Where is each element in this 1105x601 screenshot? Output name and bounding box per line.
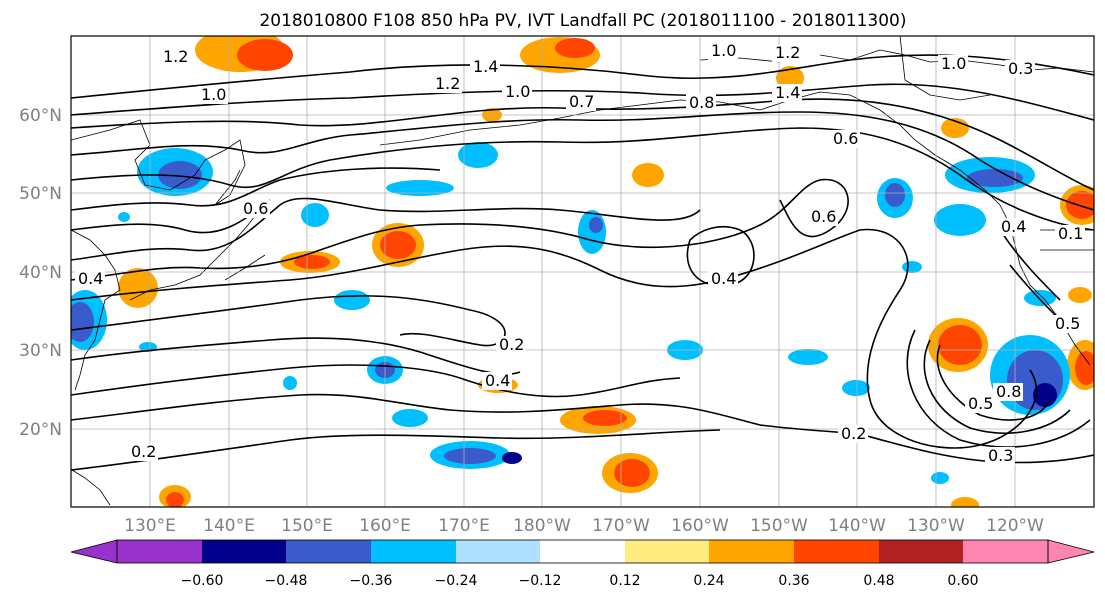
lat-label: 50°N [19,184,62,204]
colorbar-tick: 0.60 [947,573,978,589]
lon-label: 130°E [124,516,176,536]
colorbar-tick: 0.24 [693,573,724,589]
contour-label: 1.2 [775,43,800,62]
colorbar-max-extend [1047,539,1095,564]
contour-label: 1.0 [201,85,226,104]
contour-label: 0.2 [499,335,524,354]
contour-label: 1.2 [163,47,188,66]
colorbar-swatch [202,540,286,563]
contour-label: 1.0 [941,54,966,73]
lat-label: 40°N [19,263,62,283]
colorbar-swatch [286,540,371,563]
colorbar-tick: −0.48 [265,573,308,589]
lon-label: 160°E [359,516,411,536]
colorbar-tick: −0.24 [435,573,478,589]
contour-label: 1.2 [435,74,460,93]
contour-label: 0.8 [689,93,714,112]
lon-label: 150°W [750,516,808,536]
longitude-labels: 130°E 140°E 150°E 160°E 170°E 180°W 170°… [124,516,1044,536]
ivt-contours [71,54,1094,471]
lat-label: 60°N [19,106,62,126]
contour-label: 0.5 [1055,314,1080,333]
contour-label: 1.4 [473,57,498,76]
lon-label: 140°W [828,516,886,536]
colorbar-swatch [371,540,456,563]
lon-label: 160°W [671,516,729,536]
contour-label: 0.4 [78,269,103,288]
colorbar-swatch [879,540,963,563]
contour-label: 0.4 [1001,217,1026,236]
colorbar-tick: 0.12 [609,573,640,589]
contour-label: 0.5 [968,394,993,413]
colorbar-frame [116,539,1049,564]
contour-label: 1.0 [711,41,736,60]
contour-labels: 1.2 1.0 1.4 1.2 1.0 0.7 0.8 1.0 1.2 1.4 … [75,41,1085,465]
lon-label: 150°E [281,516,333,536]
contour-label: 0.3 [988,446,1013,465]
colorbar-min-extend [70,539,118,564]
colorbar-tick: −0.12 [519,573,562,589]
contour-label: 0.1 [1058,224,1083,243]
lon-label: 170°W [592,516,650,536]
contour-label: 0.3 [1008,59,1033,78]
map-panel: 1.2 1.0 1.4 1.2 1.0 0.7 0.8 1.0 1.2 1.4 … [71,36,1094,507]
lon-label: 170°E [438,516,490,536]
colorbar-swatch [709,540,794,563]
contour-label: 0.2 [131,442,156,461]
contour-label: 0.6 [811,207,836,226]
map-title: 2018010800 F108 850 hPa PV, IVT Landfall… [259,11,906,31]
colorbar-tick-labels: −0.60 −0.48 −0.36 −0.24 −0.12 0.12 0.24 … [181,573,979,589]
colorbar-swatch [117,540,202,563]
contour-label: 1.4 [775,83,800,102]
map-frame [70,35,1095,508]
colorbar-tick: −0.36 [350,573,393,589]
colorbar-tick: 0.36 [778,573,809,589]
colorbar-swatch [540,540,625,563]
colorbar-swatch [625,540,709,563]
colorbar-tick: −0.60 [181,573,224,589]
lat-label: 30°N [19,341,62,361]
contour-label: 0.7 [569,92,594,111]
colorbar-swatch [794,540,879,563]
contour-label: 0.8 [996,382,1021,401]
lon-label: 180°W [513,516,571,536]
contour-label: 1.0 [505,82,530,101]
contour-label: 0.2 [841,424,866,443]
contour-label: 0.6 [243,199,268,218]
contour-label: 0.6 [833,129,858,148]
colorbar-tick: 0.48 [863,573,894,589]
lon-label: 140°E [203,516,255,536]
colorbar-swatch [456,540,540,563]
lon-label: 130°W [907,516,965,536]
latitude-labels: 60°N 50°N 40°N 30°N 20°N [19,106,62,440]
contour-label: 0.4 [485,371,510,390]
lat-label: 20°N [19,420,62,440]
lon-label: 120°W [986,516,1044,536]
contour-label: 0.4 [711,269,736,288]
colorbar-swatch [963,540,1048,563]
colorbar: −0.60 −0.48 −0.36 −0.24 −0.12 0.12 0.24 … [70,539,1095,589]
